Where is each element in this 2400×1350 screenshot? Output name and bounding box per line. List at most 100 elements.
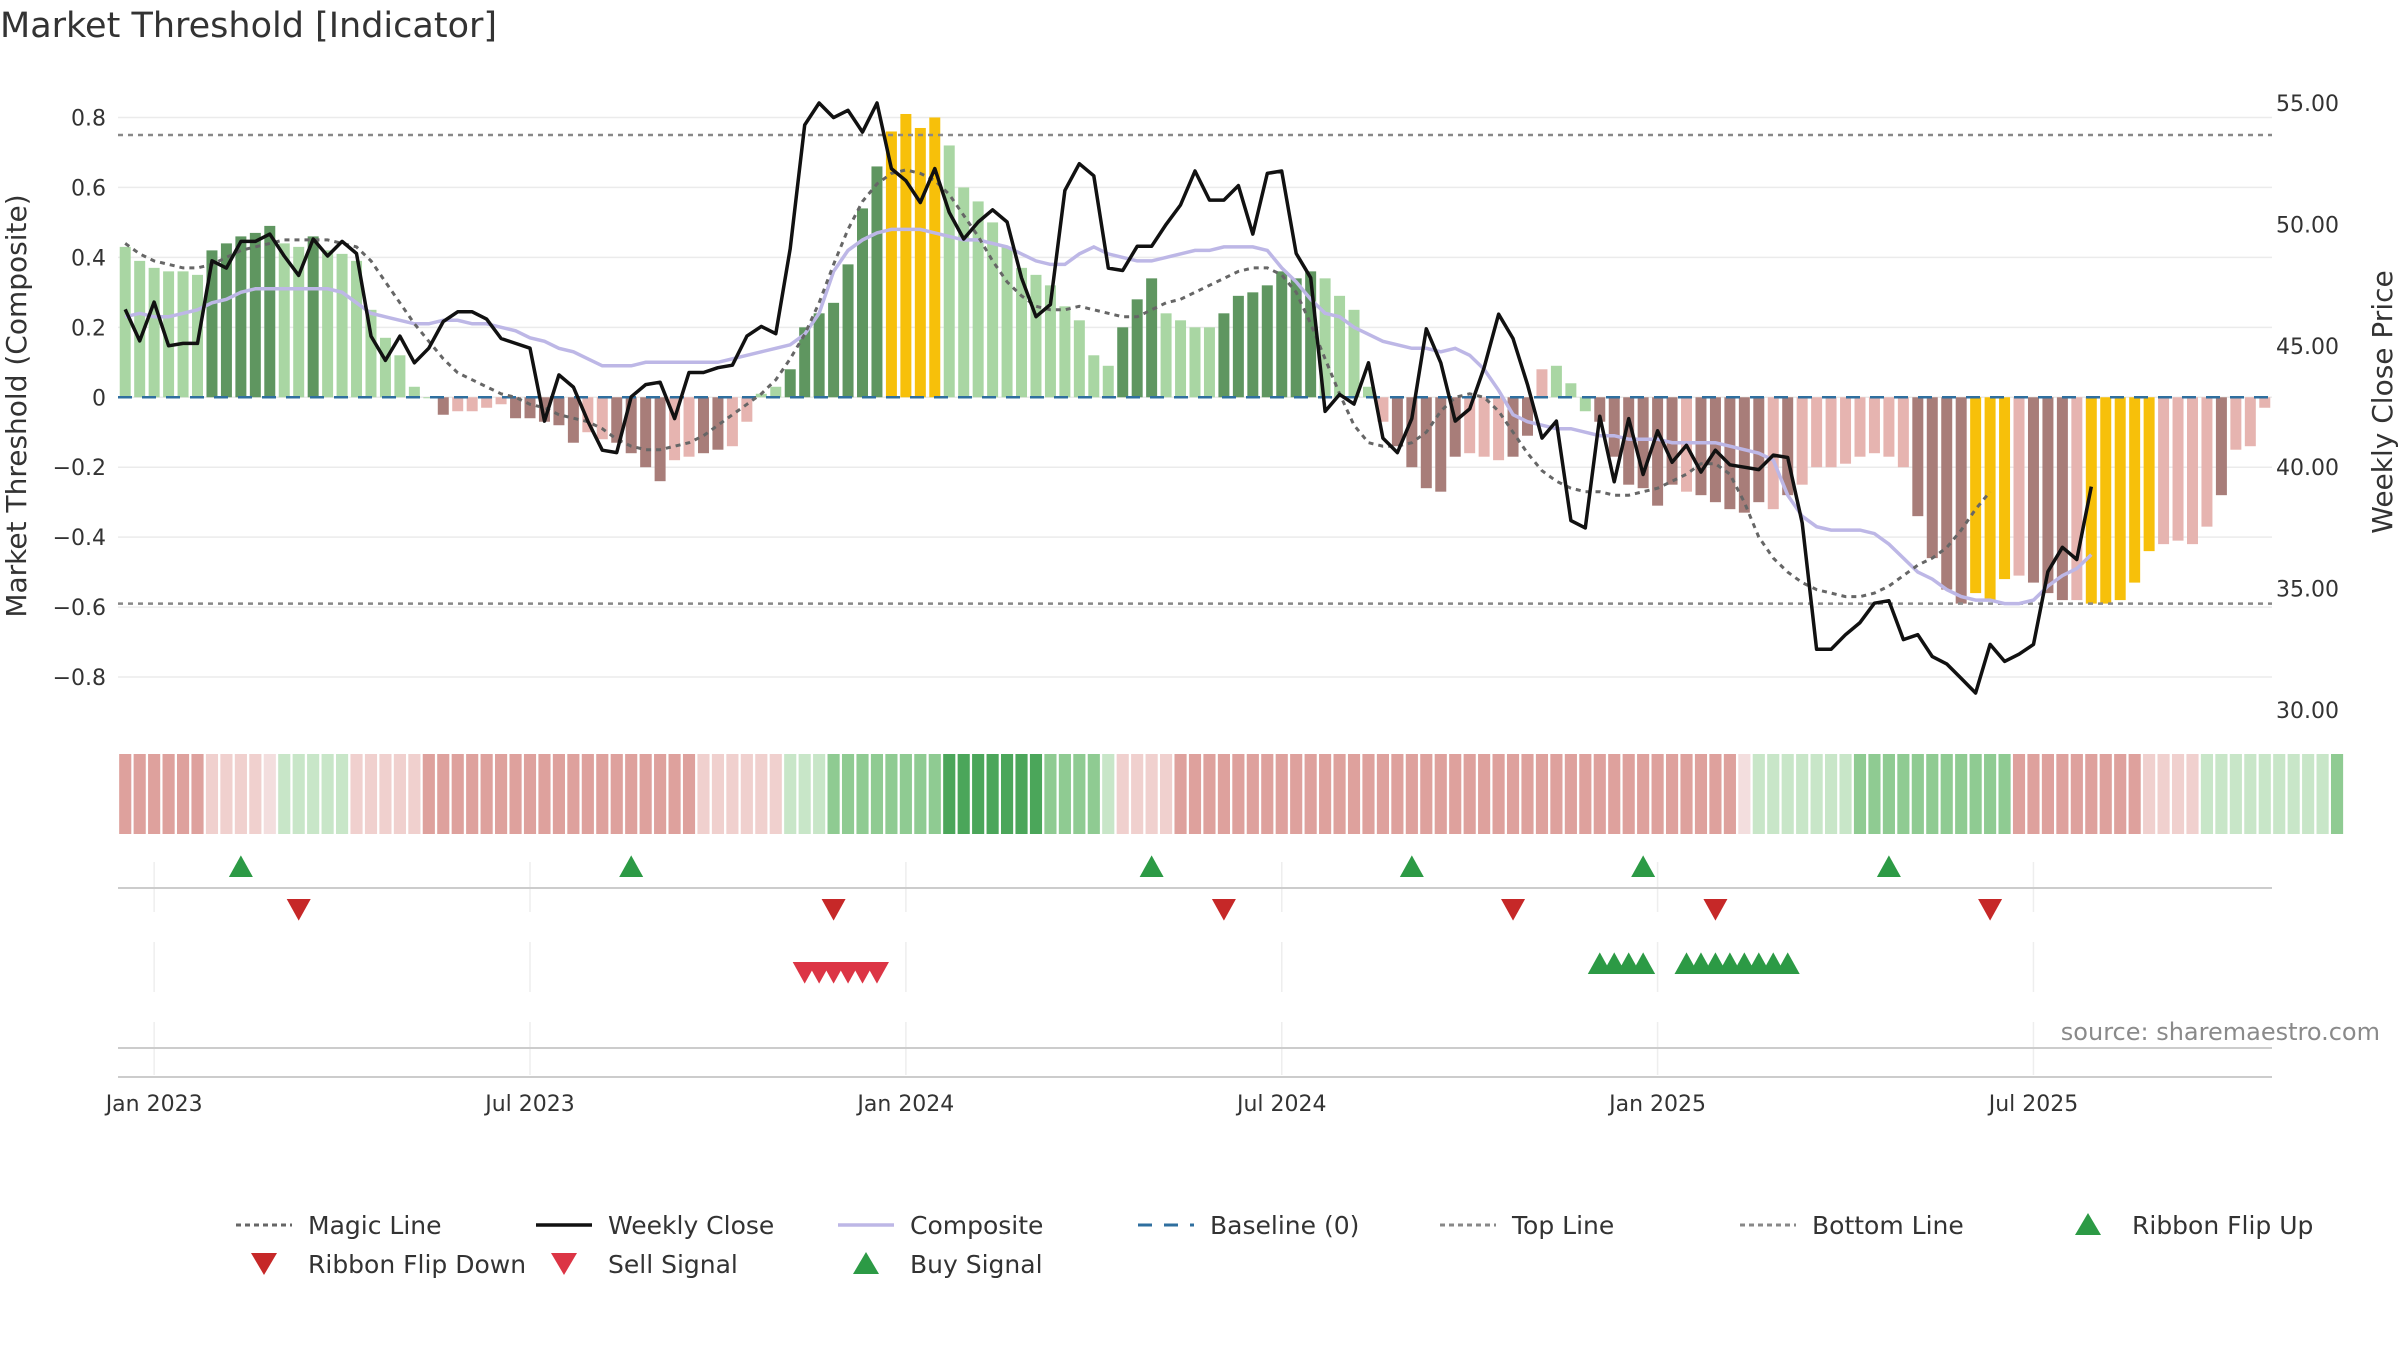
composite-bar bbox=[582, 397, 594, 433]
composite-bar bbox=[134, 260, 146, 398]
ribbon-cell bbox=[1637, 754, 1650, 834]
composite-bar bbox=[1897, 397, 1909, 468]
legend-item: Top Line bbox=[1440, 1211, 1614, 1240]
composite-bar bbox=[2186, 397, 2198, 545]
ribbon-cell bbox=[133, 754, 146, 834]
ribbon-cell bbox=[740, 754, 753, 834]
composite-bar bbox=[1319, 278, 1331, 398]
ribbon-cell bbox=[321, 754, 334, 834]
ribbon-cell bbox=[1535, 754, 1549, 834]
ribbon-cell bbox=[1940, 754, 1953, 834]
ribbon-flip-down-marker bbox=[821, 899, 846, 921]
ribbon-cell bbox=[437, 754, 450, 834]
composite-bar bbox=[1941, 397, 1953, 590]
ribbon-cell bbox=[610, 754, 623, 834]
composite-bar bbox=[235, 236, 247, 398]
composite-bar bbox=[900, 113, 912, 398]
composite-bar bbox=[437, 397, 449, 415]
ribbon-cell bbox=[1044, 754, 1057, 834]
composite-bar bbox=[1391, 397, 1403, 447]
ribbon-cell bbox=[596, 754, 609, 834]
ribbon-cell bbox=[2171, 754, 2185, 834]
ribbon-cell bbox=[1087, 754, 1100, 834]
composite-bar bbox=[538, 397, 550, 422]
ribbon-flip-down-marker bbox=[1703, 899, 1728, 921]
x-tick-label: Jan 2025 bbox=[1607, 1092, 1706, 1117]
composite-bar bbox=[1507, 397, 1519, 457]
ribbon-cell bbox=[1506, 754, 1520, 834]
legend-swatch bbox=[551, 1253, 577, 1275]
ribbon-cell bbox=[2041, 754, 2054, 834]
ribbon-cell bbox=[1449, 754, 1462, 834]
ribbon-cell bbox=[2157, 754, 2170, 834]
legend-label: Sell Signal bbox=[608, 1250, 738, 1279]
composite-bar bbox=[1377, 397, 1389, 422]
composite-bar bbox=[1623, 397, 1635, 485]
ribbon-cell bbox=[495, 754, 508, 834]
legend-label: Magic Line bbox=[308, 1211, 442, 1240]
ribbon-cell bbox=[1203, 754, 1216, 834]
composite-bar bbox=[351, 260, 363, 398]
composite-bar bbox=[1276, 271, 1288, 398]
ribbon-cell bbox=[1232, 754, 1245, 834]
composite-bar bbox=[336, 253, 348, 398]
ribbon-cell bbox=[1564, 754, 1577, 834]
composite-bar bbox=[220, 243, 232, 398]
left-tick-label: 0.4 bbox=[71, 246, 106, 271]
ribbon-cell bbox=[307, 754, 320, 834]
composite-bar bbox=[871, 166, 883, 398]
ribbon-cell bbox=[1116, 754, 1129, 834]
ribbon-cell bbox=[2143, 754, 2156, 834]
composite-bar bbox=[1724, 397, 1736, 510]
ribbon-cell bbox=[2128, 754, 2141, 834]
composite-bar bbox=[1536, 369, 1548, 398]
composite-bar bbox=[1435, 397, 1447, 492]
ribbon-cell bbox=[1463, 754, 1476, 834]
legend-item: Composite bbox=[838, 1211, 1043, 1240]
legend-label: Baseline (0) bbox=[1210, 1211, 1359, 1240]
composite-bar bbox=[1016, 267, 1028, 398]
composite-bar bbox=[1001, 246, 1013, 398]
ribbon-cell bbox=[2316, 754, 2329, 834]
ribbon-cell bbox=[1680, 754, 1693, 834]
composite-bar bbox=[1088, 355, 1100, 398]
ribbon-flip-down-marker bbox=[1978, 899, 2003, 921]
ribbon-cell bbox=[639, 754, 652, 834]
composite-bar bbox=[1218, 313, 1230, 398]
composite-bar bbox=[1131, 299, 1143, 398]
ribbon-cell bbox=[538, 754, 551, 834]
composite-bar bbox=[423, 397, 435, 399]
ribbon-cell bbox=[408, 754, 421, 834]
composite-bar bbox=[1565, 383, 1577, 398]
composite-bar bbox=[1348, 309, 1360, 398]
composite-bar bbox=[2129, 397, 2141, 583]
composite-bar bbox=[1478, 397, 1490, 457]
composite-bar bbox=[1406, 397, 1418, 468]
ribbon-cell bbox=[1926, 754, 1939, 834]
ribbon-cell bbox=[986, 754, 999, 834]
composite-bar bbox=[2158, 397, 2170, 545]
composite-bar bbox=[943, 145, 955, 398]
ribbon-cell bbox=[1969, 754, 1982, 834]
ribbon-cell bbox=[1767, 754, 1780, 834]
ribbon-cell bbox=[2186, 754, 2199, 834]
composite-bar bbox=[1059, 306, 1071, 398]
composite-bar bbox=[495, 397, 507, 405]
left-tick-label: −0.8 bbox=[53, 666, 106, 691]
composite-bar bbox=[770, 386, 782, 398]
legend-swatch bbox=[853, 1252, 879, 1274]
ribbon-cell bbox=[1319, 754, 1332, 834]
ribbon-cell bbox=[1897, 754, 1910, 834]
ribbon-cell bbox=[1622, 754, 1635, 834]
composite-bar bbox=[1695, 397, 1707, 496]
composite-bar bbox=[885, 131, 897, 398]
ribbon-cell bbox=[336, 754, 349, 834]
composite-bar bbox=[2013, 397, 2025, 576]
ribbon-cell bbox=[2114, 754, 2127, 834]
ribbon-cell bbox=[523, 754, 537, 834]
right-tick-label: 40.00 bbox=[2276, 456, 2339, 481]
composite-bar bbox=[1738, 397, 1750, 513]
composite-bar bbox=[1175, 320, 1187, 398]
ribbon-cell bbox=[1825, 754, 1838, 834]
ribbon-cell bbox=[1911, 754, 1924, 834]
